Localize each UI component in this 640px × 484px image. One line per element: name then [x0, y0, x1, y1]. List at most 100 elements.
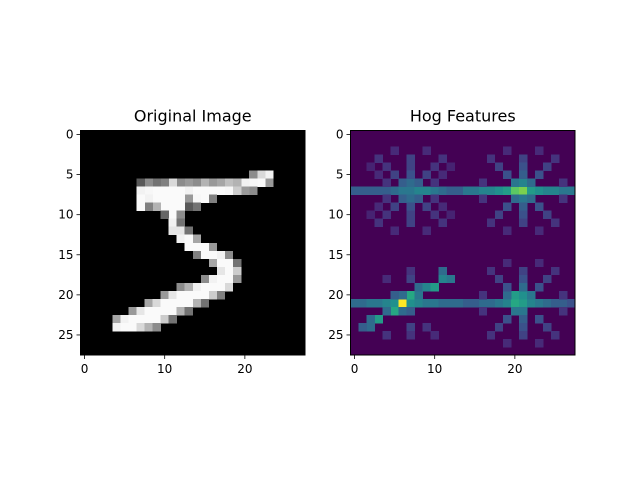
hog-features-pixel: [398, 186, 408, 196]
original-image-pixel: [184, 306, 194, 316]
hog-features-pixel: [550, 330, 560, 340]
hog-features-pixel: [494, 298, 504, 308]
original-image-pixel: [136, 202, 146, 212]
hog-features-pixel: [398, 178, 408, 188]
hog-features-pixel: [534, 170, 544, 180]
original-image-pixel: [248, 186, 258, 196]
original-image-ytick-label: 25: [58, 328, 73, 342]
original-image-pixel: [168, 306, 178, 316]
hog-features-pixel: [518, 290, 528, 300]
hog-features-pixel: [558, 290, 568, 300]
hog-features-pixel: [438, 218, 448, 228]
original-image-pixel: [184, 282, 194, 292]
original-image-pixel: [240, 178, 250, 188]
original-image-pixel: [176, 202, 186, 212]
original-image-title: Original Image: [134, 107, 252, 126]
hog-features-pixel: [518, 282, 528, 292]
hog-features-pixel: [558, 306, 568, 316]
hog-features-pixel: [390, 186, 400, 196]
original-image-pixel: [168, 226, 178, 236]
hog-features-pixel: [486, 186, 496, 196]
original-image-pixel: [176, 234, 186, 244]
original-image-axes-frame: [80, 130, 306, 356]
original-image-pixel: [208, 250, 218, 260]
original-image-pixel: [216, 178, 226, 188]
hog-features-pixel: [406, 194, 416, 204]
hog-features-pixel: [366, 322, 375, 332]
hog-features-pixel: [422, 322, 432, 332]
hog-features-pixel: [374, 298, 383, 308]
original-image-pixel: [112, 322, 121, 332]
original-image-pixel: [176, 194, 186, 204]
hog-features-pixel: [510, 298, 520, 308]
hog-features-pixel: [430, 162, 440, 171]
hog-features-pixel: [438, 274, 448, 284]
hog-features-pixel: [366, 210, 375, 220]
hog-features-pixel: [422, 186, 432, 196]
original-image-xtick-label: 10: [157, 362, 172, 376]
hog-features-pixel: [406, 290, 416, 300]
hog-features-pixel: [374, 202, 383, 212]
hog-features-pixel: [422, 170, 432, 180]
original-image-pixel: [168, 218, 178, 228]
original-image-pixel: [112, 314, 121, 324]
hog-features-pixel: [390, 226, 400, 236]
hog-features-pixel: [526, 290, 536, 300]
hog-features-pixel: [558, 298, 568, 308]
hog-features-pixel: [526, 186, 536, 196]
hog-features-pixel: [438, 170, 448, 180]
original-image-pixel: [232, 274, 242, 284]
original-image-pixel: [144, 186, 154, 196]
original-image-pixel: [224, 258, 234, 268]
original-image-pixel: [200, 298, 210, 308]
hog-features-pixel: [430, 330, 440, 340]
original-image-pixel: [208, 242, 218, 252]
original-image-pixel: [184, 194, 194, 204]
original-image-pixel: [120, 322, 130, 332]
hog-features-pixel: [406, 266, 416, 276]
original-image-pixel: [208, 186, 218, 196]
hog-features-xtick-label: 10: [427, 362, 442, 376]
original-image-pixel: [144, 298, 154, 308]
original-image-panel: Original Image 0 10 20 0 5 10 15 20 25: [58, 107, 306, 376]
hog-features-pixel: [382, 210, 391, 220]
hog-features-pixel: [422, 202, 432, 212]
hog-features-pixel: [518, 274, 528, 284]
hog-features-pixel: [382, 298, 391, 308]
hog-features-pixel: [510, 306, 520, 316]
hog-features-pixel: [478, 290, 488, 300]
hog-features-pixel: [446, 210, 456, 220]
original-image-pixel: [168, 210, 178, 220]
hog-features-pixel: [526, 194, 536, 204]
original-image-pixel: [144, 322, 154, 332]
original-image-pixel: [184, 202, 194, 212]
original-image-pixel: [224, 250, 234, 260]
hog-features-pixel: [534, 298, 544, 308]
hog-features-pixel: [422, 146, 432, 155]
original-image-pixel: [192, 298, 202, 308]
original-image-pixel: [168, 290, 178, 300]
original-image-pixel: [152, 298, 162, 308]
hog-features-pixel: [382, 178, 391, 188]
hog-features-axes-frame: [350, 130, 576, 356]
hog-features-pixel: [494, 322, 504, 332]
hog-features-pixel: [526, 298, 536, 308]
hog-features-pixel: [358, 186, 367, 196]
original-image-pixel: [208, 282, 218, 292]
original-image-pixel: [160, 178, 170, 188]
hog-features-pixel: [382, 186, 391, 196]
original-image-pixel: [152, 202, 162, 212]
original-image-pixel: [160, 290, 170, 300]
hog-features-pixel: [518, 194, 528, 204]
hog-features-pixel: [430, 298, 440, 308]
hog-features-pixel: [446, 186, 456, 196]
original-image-pixel: [264, 178, 274, 188]
original-image-pixel: [192, 250, 202, 260]
original-image-pixel: [200, 282, 210, 292]
original-image-pixel: [192, 202, 202, 212]
original-image-ytick-label: 20: [58, 288, 73, 302]
hog-features-pixel: [510, 178, 520, 188]
original-image-pixel: [224, 274, 234, 284]
hog-features-pixel: [406, 162, 416, 171]
hog-features-pixel: [462, 186, 472, 196]
